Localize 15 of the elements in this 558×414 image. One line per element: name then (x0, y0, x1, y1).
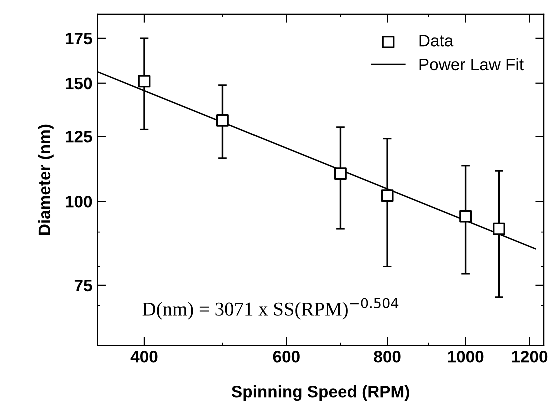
x-tick-label: 1200 (512, 350, 548, 363)
y-tick-label: 75 (74, 280, 92, 292)
y-tick-label: 175 (66, 33, 92, 45)
x-axis-title: Spinning Speed (RPM) (232, 386, 410, 402)
x-tick-label: 600 (273, 350, 300, 363)
legend-label: Power Law Fit (420, 58, 524, 71)
x-tick-label: 400 (130, 350, 158, 363)
x-tick-label: 800 (374, 350, 401, 363)
y-tick-label: 100 (66, 196, 92, 208)
legend-label: Data (420, 35, 454, 47)
y-tick-label: 150 (66, 78, 92, 90)
x-tick-label: 1000 (448, 350, 484, 363)
annotation: D(nm) = 3071 x SS(RPM)$^{−0.504}$ (142, 298, 399, 320)
y-axis-title: Diameter (nm) (38, 124, 54, 236)
y-tick-label: 125 (66, 130, 92, 143)
